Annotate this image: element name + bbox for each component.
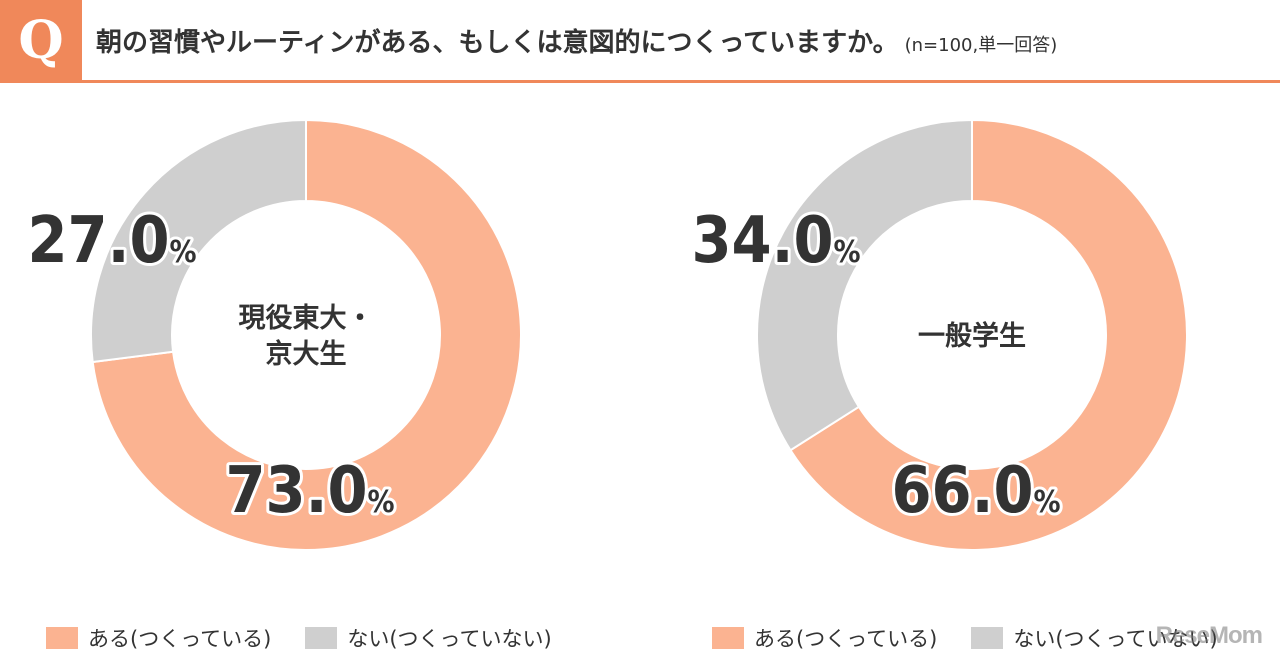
legend-item-yes: ある(つくっている) — [46, 623, 271, 653]
donut-1-slice-no — [90, 118, 307, 364]
donut-1-slice-yes — [91, 118, 522, 551]
donut-2-slice-no — [756, 118, 973, 452]
donut-1-slice-yes-label: 73.0% — [225, 454, 394, 528]
legend-label-yes: ある(つくっている) — [88, 627, 272, 651]
legend-label-no: ない(つくっていない) — [1013, 627, 1218, 651]
donut-1-slice-no-label: 27.0% — [27, 204, 196, 278]
donut-2-slice-yes-label: 66.0% — [891, 454, 1060, 528]
legend-swatch-yes — [46, 627, 78, 649]
donut-2-center-label: 一般学生 — [918, 320, 1026, 352]
legend-swatch-yes — [712, 627, 744, 649]
legend-label-no: ない(つくっていない) — [347, 627, 552, 651]
sample-note: (n=100,単一回答) — [904, 35, 1058, 56]
question-title: 朝の習慣やルーティンがある、もしくは意図的につくっていますか。 (n=100,単一… — [96, 22, 1057, 59]
watermark-logo: ReseMom — [1155, 622, 1263, 649]
legend-swatch-no — [305, 627, 338, 649]
legend-item-no: ない(つくっていない) — [971, 623, 1218, 653]
donut-1-center-label: 現役東大・ — [239, 303, 374, 334]
header: Q 朝の習慣やルーティンがある、もしくは意図的につくっていますか。 (n=100,… — [0, 0, 1280, 83]
legend-swatch-no — [971, 627, 1004, 649]
legend-right: ある(つくっている) ない(つくっていない) — [712, 624, 1252, 652]
question-badge: Q — [0, 0, 82, 82]
legend-label-yes: ある(つくっている) — [754, 627, 938, 651]
donut-2-slice-no-label: 34.0% — [691, 204, 860, 278]
legend-item-no: ない(つくっていない) — [305, 623, 552, 653]
legend-item-yes: ある(つくっている) — [712, 623, 937, 653]
donut-1-center-label: 京大生 — [266, 338, 347, 370]
question-badge-letter: Q — [18, 10, 64, 71]
header-divider — [0, 80, 1280, 83]
question-text: 朝の習慣やルーティンがある、もしくは意図的につくっていますか。 — [96, 28, 899, 58]
donut-2-slice-yes — [789, 118, 1188, 551]
legend-left: ある(つくっている) ない(つくっていない) — [46, 624, 586, 652]
